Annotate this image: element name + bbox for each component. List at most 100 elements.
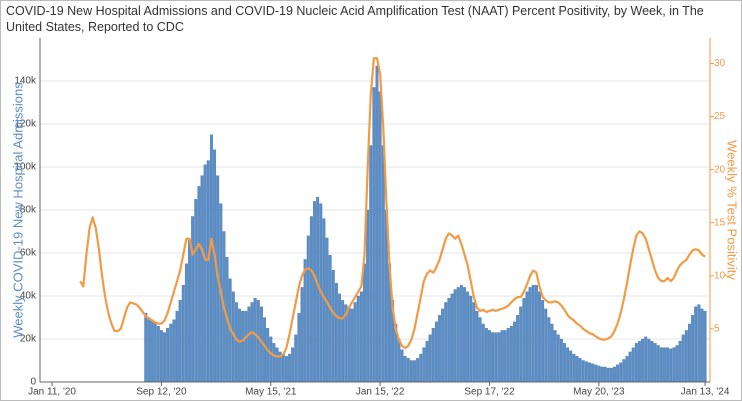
bar	[509, 325, 513, 383]
bar	[197, 186, 201, 383]
y-tick-label: 20k	[20, 334, 37, 345]
bar	[622, 359, 626, 383]
bar	[359, 291, 363, 383]
bar	[297, 313, 301, 383]
bar	[563, 343, 566, 383]
bar	[397, 338, 401, 383]
bar	[366, 209, 370, 383]
bar	[409, 360, 413, 383]
bar	[544, 308, 548, 383]
bar	[516, 315, 520, 383]
bar	[303, 259, 307, 383]
bar	[400, 349, 404, 383]
y2-tick-label: 15	[714, 217, 726, 228]
bar	[578, 358, 582, 383]
bar	[638, 340, 641, 383]
bar	[334, 282, 338, 383]
bar	[347, 306, 351, 383]
bar	[425, 340, 429, 383]
bar	[413, 360, 416, 383]
bar	[466, 291, 470, 383]
bar	[650, 340, 654, 383]
line	[79, 57, 706, 358]
bar	[447, 297, 451, 383]
bar	[613, 366, 616, 383]
bar	[475, 310, 479, 383]
bar	[175, 310, 179, 383]
bar	[163, 332, 166, 383]
bar	[272, 343, 276, 383]
bar	[497, 332, 501, 383]
bar	[350, 308, 354, 383]
bar	[472, 302, 476, 383]
bar	[172, 319, 176, 383]
bar	[438, 315, 441, 383]
bar	[166, 328, 170, 383]
bar	[559, 338, 563, 383]
bar	[184, 263, 188, 383]
bar	[281, 353, 285, 383]
bar	[606, 367, 610, 383]
bar	[600, 366, 604, 383]
bar	[250, 302, 254, 383]
bar	[538, 291, 541, 383]
bar	[422, 347, 426, 383]
bar	[547, 317, 551, 383]
bar	[153, 321, 157, 383]
bar	[441, 308, 445, 383]
bar	[338, 293, 341, 383]
y2-tick-label: 30	[714, 58, 726, 69]
bar	[416, 358, 420, 383]
y-tick-label: 60k	[20, 248, 37, 259]
bar	[628, 351, 632, 383]
bar	[453, 289, 457, 383]
bar	[381, 145, 385, 383]
bar	[144, 313, 148, 383]
bar	[534, 285, 538, 383]
bar	[478, 317, 482, 383]
bar	[291, 347, 295, 383]
bar	[353, 302, 357, 383]
bar	[625, 356, 629, 383]
bar	[288, 353, 291, 383]
y-tick-label: 120k	[14, 119, 37, 130]
bar	[188, 239, 191, 383]
bar	[331, 270, 335, 383]
bar	[584, 361, 588, 383]
bar	[463, 287, 466, 383]
bar	[572, 353, 576, 383]
bar	[316, 196, 320, 383]
bar	[494, 332, 498, 383]
bar	[525, 291, 529, 383]
bar	[588, 362, 591, 383]
bar	[694, 306, 698, 383]
y-tick-label: 100k	[14, 162, 37, 173]
bar	[513, 321, 516, 383]
bar	[703, 310, 707, 383]
bar	[372, 87, 376, 383]
bar	[672, 347, 676, 383]
y2-tick-label: 25	[714, 111, 726, 122]
bar	[619, 362, 623, 383]
bar	[556, 334, 560, 383]
bar	[684, 330, 688, 383]
bar	[669, 348, 673, 383]
bar	[503, 330, 507, 383]
bar	[456, 287, 460, 383]
bar	[200, 175, 204, 383]
bar	[313, 201, 316, 383]
bar	[575, 356, 579, 383]
bar	[469, 295, 473, 383]
bar	[269, 336, 273, 383]
bar	[691, 315, 695, 383]
bar	[500, 330, 504, 383]
bar	[206, 160, 210, 383]
x-tick-label: Jan 13, '24	[681, 387, 730, 398]
bar	[150, 319, 154, 383]
bar	[378, 91, 382, 383]
bar	[591, 363, 595, 383]
x-tick-label: Sep 17, '22	[464, 387, 515, 398]
bar	[284, 356, 288, 383]
chart-title: COVID-19 New Hospital Admissions and COV…	[6, 4, 704, 34]
